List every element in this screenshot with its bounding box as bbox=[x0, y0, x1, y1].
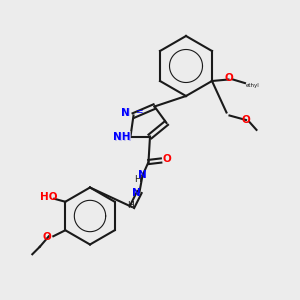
Text: NH: NH bbox=[113, 131, 130, 142]
Text: N: N bbox=[122, 108, 130, 118]
Text: N: N bbox=[131, 188, 140, 199]
Text: O: O bbox=[43, 232, 52, 242]
Text: NH: NH bbox=[114, 133, 132, 143]
Text: N: N bbox=[138, 170, 147, 181]
Text: ethyl: ethyl bbox=[246, 83, 260, 88]
Text: N: N bbox=[121, 108, 130, 118]
Text: O: O bbox=[225, 73, 233, 83]
Text: O: O bbox=[242, 115, 250, 125]
Text: HO: HO bbox=[40, 192, 58, 202]
Text: H: H bbox=[127, 201, 134, 210]
Text: O: O bbox=[162, 154, 171, 164]
Text: H: H bbox=[134, 175, 140, 184]
Text: =: = bbox=[135, 107, 142, 116]
